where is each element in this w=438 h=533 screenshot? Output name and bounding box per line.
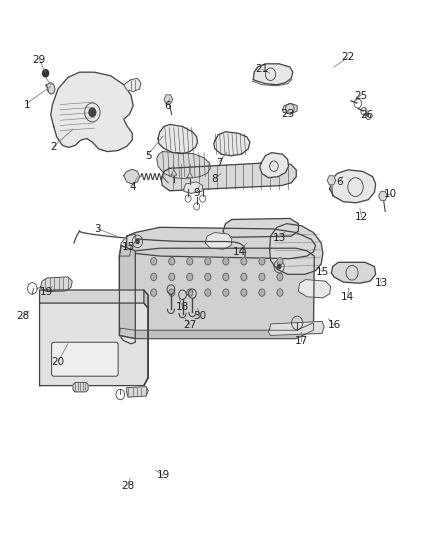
Text: 28: 28 (121, 481, 134, 491)
Circle shape (205, 289, 211, 296)
Polygon shape (330, 170, 376, 203)
Text: 30: 30 (193, 311, 206, 321)
Text: 4: 4 (130, 182, 137, 192)
Circle shape (241, 273, 247, 280)
Circle shape (223, 289, 229, 296)
Text: 5: 5 (145, 151, 152, 161)
Text: 14: 14 (233, 247, 246, 257)
Text: 19: 19 (40, 287, 53, 296)
Text: 27: 27 (183, 320, 196, 330)
Polygon shape (73, 383, 88, 392)
Polygon shape (158, 124, 198, 154)
Circle shape (42, 70, 49, 77)
Text: 13: 13 (374, 278, 388, 288)
Polygon shape (161, 162, 296, 191)
Polygon shape (327, 176, 336, 185)
Text: 6: 6 (164, 101, 171, 111)
Circle shape (169, 257, 175, 265)
Text: 15: 15 (122, 241, 135, 252)
Polygon shape (120, 254, 135, 344)
Text: 18: 18 (176, 302, 189, 312)
Circle shape (223, 257, 229, 265)
Circle shape (151, 257, 157, 265)
Circle shape (205, 257, 211, 265)
Circle shape (187, 289, 193, 296)
Circle shape (136, 239, 139, 244)
Text: 26: 26 (360, 110, 374, 120)
Polygon shape (135, 248, 314, 338)
Text: 21: 21 (255, 64, 268, 74)
Circle shape (151, 273, 157, 280)
Polygon shape (127, 228, 315, 259)
Text: 16: 16 (328, 320, 341, 330)
Circle shape (259, 257, 265, 265)
Circle shape (223, 273, 229, 280)
FancyBboxPatch shape (52, 342, 118, 376)
Polygon shape (120, 246, 135, 338)
Text: 3: 3 (95, 224, 101, 234)
Circle shape (169, 273, 175, 280)
Circle shape (187, 257, 193, 265)
Polygon shape (124, 169, 140, 184)
Polygon shape (270, 224, 323, 274)
Circle shape (241, 289, 247, 296)
Polygon shape (171, 170, 177, 175)
Polygon shape (268, 321, 324, 335)
Circle shape (259, 289, 265, 296)
Text: 29: 29 (32, 55, 46, 65)
Polygon shape (41, 277, 72, 292)
Circle shape (151, 289, 157, 296)
Text: 25: 25 (354, 91, 367, 101)
Circle shape (277, 257, 283, 265)
Text: 9: 9 (193, 188, 200, 198)
Polygon shape (120, 234, 135, 256)
Circle shape (169, 289, 175, 296)
Polygon shape (332, 262, 376, 283)
Text: 15: 15 (316, 266, 329, 277)
Polygon shape (120, 323, 314, 338)
Text: 28: 28 (16, 311, 29, 321)
Circle shape (277, 289, 283, 296)
Polygon shape (184, 182, 203, 193)
Polygon shape (283, 103, 297, 114)
Text: 22: 22 (341, 52, 354, 61)
Polygon shape (205, 232, 232, 249)
Text: 8: 8 (212, 174, 218, 184)
Polygon shape (46, 83, 55, 94)
Text: 23: 23 (281, 109, 294, 119)
Text: 7: 7 (215, 158, 223, 168)
Polygon shape (379, 191, 387, 200)
Polygon shape (39, 290, 148, 308)
Polygon shape (39, 303, 148, 385)
Text: 6: 6 (337, 177, 343, 187)
Polygon shape (214, 132, 250, 156)
Polygon shape (127, 386, 148, 397)
Circle shape (277, 264, 281, 269)
Text: 1: 1 (23, 100, 30, 110)
Circle shape (241, 257, 247, 265)
Polygon shape (223, 219, 298, 237)
Polygon shape (253, 64, 293, 85)
Circle shape (205, 273, 211, 280)
Text: 19: 19 (156, 471, 170, 480)
Circle shape (277, 273, 283, 280)
Polygon shape (51, 72, 133, 151)
Polygon shape (157, 151, 210, 179)
Polygon shape (298, 280, 331, 298)
Text: 13: 13 (272, 233, 286, 243)
Polygon shape (260, 152, 289, 177)
Polygon shape (144, 290, 148, 385)
Circle shape (187, 273, 193, 280)
Text: 17: 17 (295, 336, 308, 346)
Text: 20: 20 (52, 357, 64, 367)
Text: 12: 12 (355, 212, 368, 222)
Text: 14: 14 (341, 292, 354, 302)
Polygon shape (124, 78, 141, 92)
Circle shape (259, 273, 265, 280)
Text: 10: 10 (384, 189, 397, 199)
Text: 2: 2 (50, 142, 57, 152)
Polygon shape (187, 173, 193, 177)
Circle shape (89, 108, 96, 117)
Polygon shape (164, 95, 173, 104)
